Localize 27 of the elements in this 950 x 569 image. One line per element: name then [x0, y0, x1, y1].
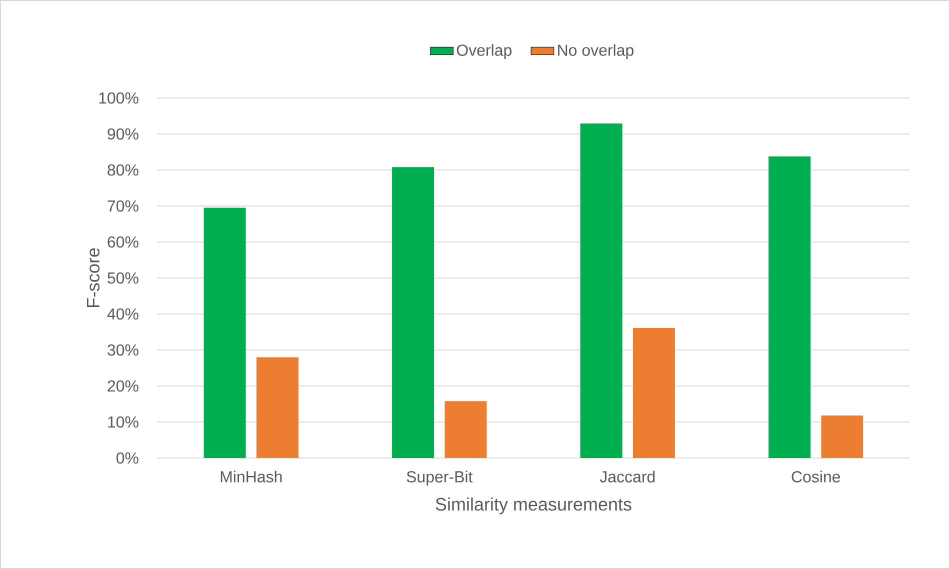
y-tick-label: 40% [107, 308, 138, 320]
y-tick-label: 90% [108, 128, 138, 140]
y-tick-label: 70% [108, 200, 138, 212]
y-tick-label: 80% [108, 164, 138, 176]
x-axis-title: Similarity measurements [436, 497, 632, 514]
legend-label: No overlap [558, 44, 634, 60]
bar [768, 156, 811, 458]
x-tick-label: Jaccard [600, 470, 655, 482]
y-axis-title: F-score [86, 248, 100, 308]
x-tick-label: Cosine [792, 470, 840, 482]
bar [444, 401, 487, 458]
x-tick-label: MinHash [220, 470, 282, 482]
y-tick-label: 60% [108, 236, 138, 248]
y-tick-label: 100% [99, 92, 138, 104]
bar [580, 124, 622, 458]
bar [256, 357, 298, 458]
bar [392, 167, 434, 458]
y-tick-label: 10% [108, 416, 138, 428]
x-tick-label: Super-Bit [406, 470, 473, 486]
legend-label: Overlap [456, 44, 512, 60]
y-tick-label: 30% [108, 344, 138, 356]
bar [821, 416, 864, 458]
y-tick-label: 20% [108, 380, 138, 392]
bar [204, 208, 246, 458]
bar [632, 328, 675, 458]
y-tick-label: 0% [116, 452, 138, 464]
y-tick-label: 50% [108, 272, 138, 284]
